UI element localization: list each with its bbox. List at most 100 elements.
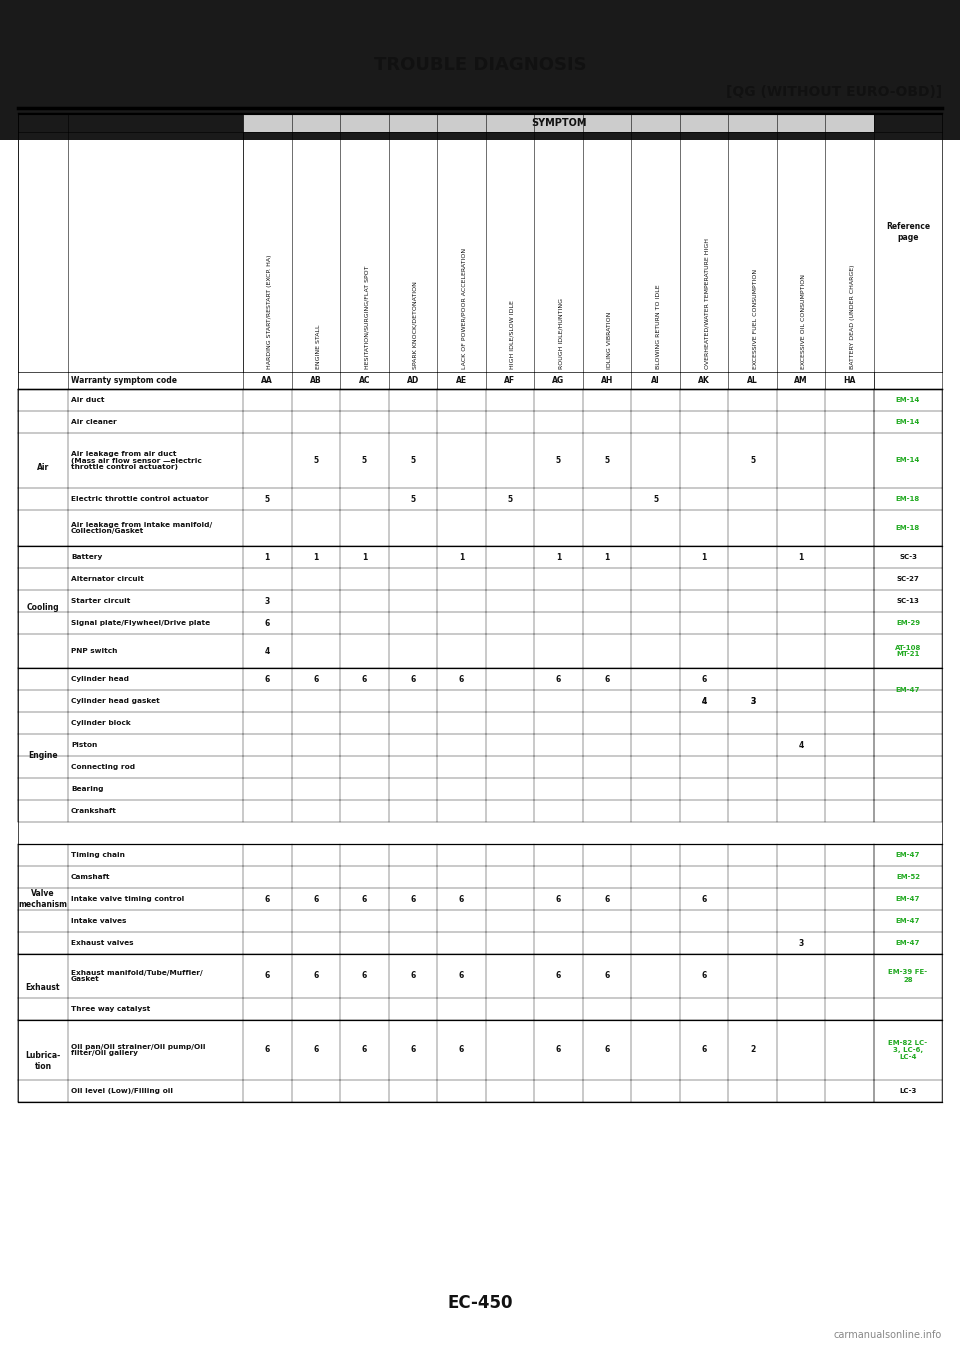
Text: HESITATION/SURGING/FLAT SPOT: HESITATION/SURGING/FLAT SPOT <box>365 266 370 369</box>
Text: HARDING START/RESTART (EXCP. HA): HARDING START/RESTART (EXCP. HA) <box>267 254 273 369</box>
Text: AF: AF <box>504 376 516 386</box>
Text: 6: 6 <box>265 971 270 980</box>
Text: Intake valve timing control: Intake valve timing control <box>71 896 184 902</box>
Text: 1: 1 <box>459 553 464 561</box>
Text: EM-47: EM-47 <box>896 851 921 858</box>
Text: Battery: Battery <box>71 554 103 559</box>
Text: HIGH IDLE/SLOW IDLE: HIGH IDLE/SLOW IDLE <box>510 300 515 369</box>
Text: AC: AC <box>359 376 371 386</box>
Text: OVERHEATED/WATER TEMPERATURE HIGH: OVERHEATED/WATER TEMPERATURE HIGH <box>704 238 709 369</box>
Text: 4: 4 <box>799 740 804 750</box>
Text: Air cleaner: Air cleaner <box>71 420 117 425</box>
Text: Lubrica-
tion: Lubrica- tion <box>25 1051 60 1070</box>
Text: SYMPTOM: SYMPTOM <box>531 118 587 128</box>
Text: AG: AG <box>552 376 564 386</box>
Text: 6: 6 <box>605 971 610 980</box>
Text: 1: 1 <box>605 553 610 561</box>
Bar <box>243 114 874 132</box>
Text: 6: 6 <box>556 675 562 683</box>
Text: EM-18: EM-18 <box>896 496 920 502</box>
Bar <box>0 0 960 140</box>
Text: 1: 1 <box>799 553 804 561</box>
Text: Air: Air <box>36 463 49 473</box>
Text: 6: 6 <box>313 675 319 683</box>
Text: Electric throttle control actuator: Electric throttle control actuator <box>71 496 208 502</box>
Text: 6: 6 <box>410 675 416 683</box>
Text: 5: 5 <box>750 456 756 464</box>
Text: 4: 4 <box>265 646 270 656</box>
Text: 6: 6 <box>556 895 562 903</box>
Text: EXCESSIVE FUEL CONSUMPTION: EXCESSIVE FUEL CONSUMPTION <box>753 269 757 369</box>
Text: SPARK KNOCK/DETONATION: SPARK KNOCK/DETONATION <box>413 281 418 369</box>
Text: Bearing: Bearing <box>71 786 104 792</box>
Text: Cylinder block: Cylinder block <box>71 720 131 727</box>
Text: Intake valves: Intake valves <box>71 918 127 923</box>
Text: 3: 3 <box>750 697 756 706</box>
Text: Exhaust: Exhaust <box>26 982 60 991</box>
Text: 6: 6 <box>605 675 610 683</box>
Text: EM-29: EM-29 <box>896 621 920 626</box>
Text: 5: 5 <box>410 456 416 464</box>
Text: 1: 1 <box>556 553 562 561</box>
Text: 6: 6 <box>459 1046 464 1055</box>
Text: 3: 3 <box>799 938 804 948</box>
Text: TROUBLE DIAGNOSIS: TROUBLE DIAGNOSIS <box>373 56 587 73</box>
Text: AD: AD <box>407 376 419 386</box>
Text: 2: 2 <box>750 1046 756 1055</box>
Text: ENGINE STALL: ENGINE STALL <box>316 325 321 369</box>
Text: Air leakage from intake manifold/
Collection/Gasket: Air leakage from intake manifold/ Collec… <box>71 521 212 535</box>
Text: EM-14: EM-14 <box>896 458 921 463</box>
Text: EM-47: EM-47 <box>896 918 921 923</box>
Text: [QG (WITHOUT EURO-OBD)]: [QG (WITHOUT EURO-OBD)] <box>726 86 942 99</box>
Text: 6: 6 <box>362 675 367 683</box>
Text: EM-18: EM-18 <box>896 526 920 531</box>
Text: 6: 6 <box>459 675 464 683</box>
Text: Alternator circuit: Alternator circuit <box>71 576 144 583</box>
Text: 1: 1 <box>702 553 707 561</box>
Text: 6: 6 <box>362 895 367 903</box>
Text: HA: HA <box>844 376 856 386</box>
Text: Cylinder head: Cylinder head <box>71 676 129 682</box>
Text: 5: 5 <box>362 456 367 464</box>
Text: 6: 6 <box>362 971 367 980</box>
Text: BATTERY DEAD (UNDER CHARGE): BATTERY DEAD (UNDER CHARGE) <box>850 265 854 369</box>
Text: 6: 6 <box>605 1046 610 1055</box>
Text: 5: 5 <box>556 456 561 464</box>
Text: PNP switch: PNP switch <box>71 648 117 655</box>
Text: AM: AM <box>794 376 808 386</box>
Text: EM-47: EM-47 <box>896 896 921 902</box>
Text: 3: 3 <box>750 697 756 706</box>
Text: EM-47: EM-47 <box>896 940 921 947</box>
Text: Oil level (Low)/Filling oil: Oil level (Low)/Filling oil <box>71 1088 173 1095</box>
Text: Warranty symptom code: Warranty symptom code <box>71 376 177 386</box>
Text: AE: AE <box>456 376 467 386</box>
Text: 6: 6 <box>410 1046 416 1055</box>
Text: 5: 5 <box>508 494 513 504</box>
Text: 4: 4 <box>702 697 707 706</box>
Text: EM-39 FE-
28: EM-39 FE- 28 <box>888 970 927 982</box>
Text: EC-450: EC-450 <box>447 1294 513 1312</box>
Text: Piston: Piston <box>71 741 97 748</box>
Text: Cylinder head gasket: Cylinder head gasket <box>71 698 159 703</box>
Text: 6: 6 <box>313 971 319 980</box>
Text: 6: 6 <box>313 895 319 903</box>
Text: EM-14: EM-14 <box>896 420 921 425</box>
Text: Valve
mechanism: Valve mechanism <box>18 889 67 909</box>
Text: IDLING VIBRATION: IDLING VIBRATION <box>607 311 612 369</box>
Text: 6: 6 <box>459 895 464 903</box>
Text: SC-27: SC-27 <box>897 576 920 583</box>
Text: Exhaust valves: Exhaust valves <box>71 940 133 947</box>
Text: 6: 6 <box>556 1046 562 1055</box>
Text: AH: AH <box>601 376 613 386</box>
Text: 1: 1 <box>362 553 367 561</box>
Text: 6: 6 <box>459 971 464 980</box>
Text: AI: AI <box>651 376 660 386</box>
Text: 6: 6 <box>702 1046 707 1055</box>
Text: 6: 6 <box>605 895 610 903</box>
Text: carmanualsonline.info: carmanualsonline.info <box>833 1329 942 1340</box>
Text: 6: 6 <box>702 971 707 980</box>
Text: Timing chain: Timing chain <box>71 851 125 858</box>
Text: BLOWING RETURN TO IDLE: BLOWING RETURN TO IDLE <box>656 284 660 369</box>
Text: EXCESSIVE OIL CONSUMPTION: EXCESSIVE OIL CONSUMPTION <box>802 274 806 369</box>
Text: 6: 6 <box>410 971 416 980</box>
